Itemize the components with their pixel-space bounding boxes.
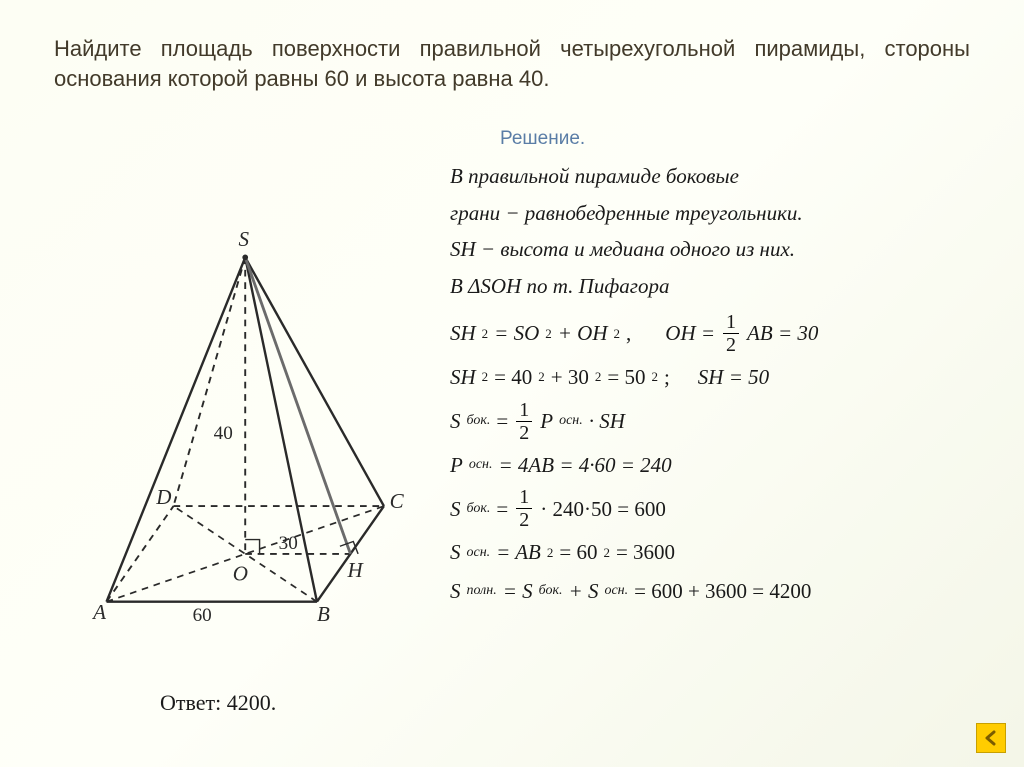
eq4: Pосн. = 4AB = 4·60 = 240 (450, 449, 980, 482)
eq7: Sполн. = Sбок. + Sосн. = 600 + 3600 = 42… (450, 575, 980, 608)
pyramid-diagram: S A B C D O H 40 30 60 (70, 200, 430, 640)
dim-OH: 30 (279, 533, 298, 554)
label-H: H (347, 558, 365, 582)
problem-text: Найдите площадь поверхности правильной ч… (54, 34, 970, 93)
dim-SO: 40 (214, 423, 233, 444)
arrow-left-icon (983, 730, 999, 746)
dim-AB: 60 (193, 605, 212, 626)
solution-label: Решение. (500, 128, 585, 150)
eq3: Sбок. = 12 Pосн. · SH (450, 400, 980, 443)
eq6: Sосн. = AB2 = 602 = 3600 (450, 536, 980, 569)
sol-line2: SH − высота и медиана одного из них. (450, 233, 980, 266)
label-O: O (233, 562, 248, 586)
sol-line1a: В правильной пирамиде боковые (450, 160, 980, 193)
label-A: A (91, 600, 106, 624)
label-C: C (390, 489, 405, 513)
label-D: D (155, 485, 171, 509)
answer: Ответ: 4200. (160, 690, 276, 716)
eq1: SH2 = SO2 + OH2 , OH = 12 AB = 30 (450, 312, 980, 355)
eq5: Sбок. = 12 · 240·50 = 600 (450, 487, 980, 530)
solution-body: В правильной пирамиде боковые грани − ра… (450, 160, 980, 613)
label-S: S (239, 227, 250, 251)
label-B: B (317, 602, 330, 626)
nav-back-button[interactable] (976, 723, 1006, 753)
eq2: SH2 = 402 + 302 = 502 ; SH = 50 (450, 361, 980, 394)
sol-line1b: грани − равнобедренные треугольники. (450, 197, 980, 230)
sol-line3: В ΔSOH по т. Пифагора (450, 270, 980, 303)
